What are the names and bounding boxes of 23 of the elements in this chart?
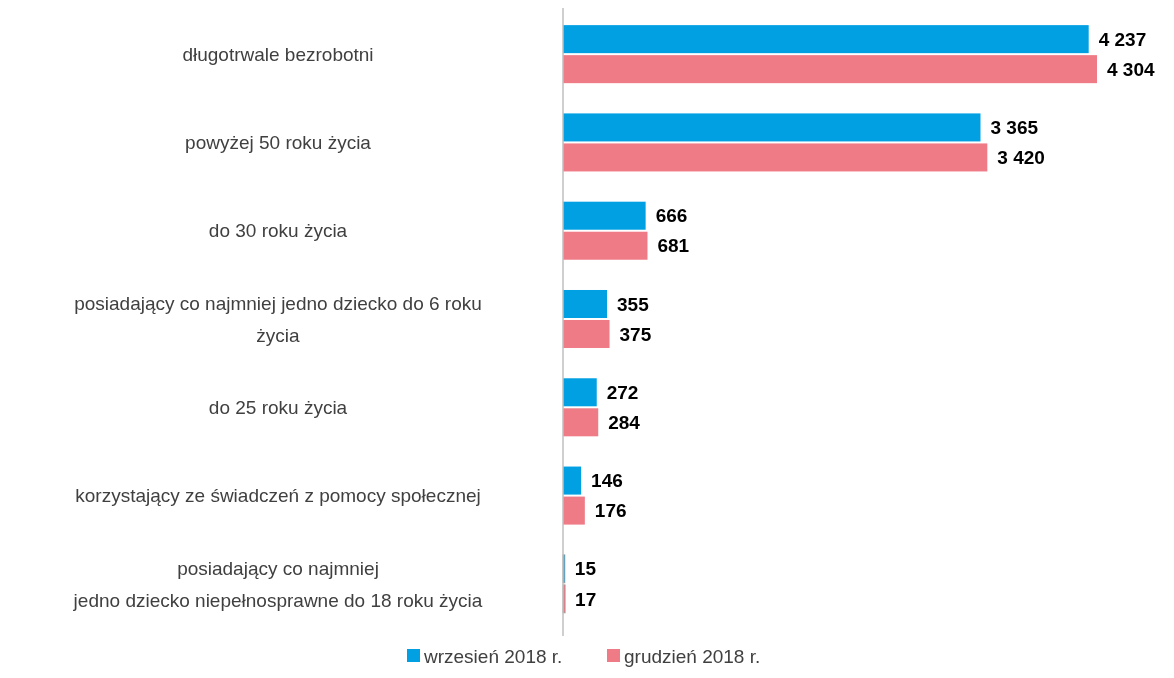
legend-label: grudzień 2018 r.: [624, 645, 761, 667]
y-tick-label: do 30 roku życia: [208, 220, 348, 242]
data-label: 666: [655, 205, 688, 227]
data-label: 3 365: [990, 117, 1039, 139]
data-label: 272: [606, 381, 639, 403]
data-label: 355: [617, 293, 650, 315]
data-label: 4 304: [1107, 58, 1155, 80]
data-label: 17: [575, 588, 597, 610]
data-label: 15: [574, 558, 597, 580]
data-label: 146: [591, 470, 623, 492]
y-tick-label: korzystający ze świadczeń z pomocy społecznej: [75, 485, 481, 507]
data-label: 3 420: [997, 147, 1045, 169]
y-tick-label: powyżej 50 roku życia: [185, 132, 372, 154]
legend-label: wrzesień 2018 r.: [423, 645, 563, 667]
data-label: 284: [608, 411, 641, 433]
data-label: 4 237: [1098, 28, 1147, 50]
data-label: 681: [657, 235, 690, 257]
y-tick-label: posiadający co najmniej jedno dziecko do 6 roku życia: [74, 292, 482, 346]
y-tick-label: posiadający co najmniej jedno dziecko niepełnosprawne do 18 roku życia: [72, 557, 483, 611]
y-tick-label: do 25 roku życia: [208, 396, 348, 418]
data-label: 176: [594, 500, 627, 522]
data-label: 375: [619, 323, 652, 345]
y-tick-label: długotrwale bezrobotni: [182, 43, 374, 65]
